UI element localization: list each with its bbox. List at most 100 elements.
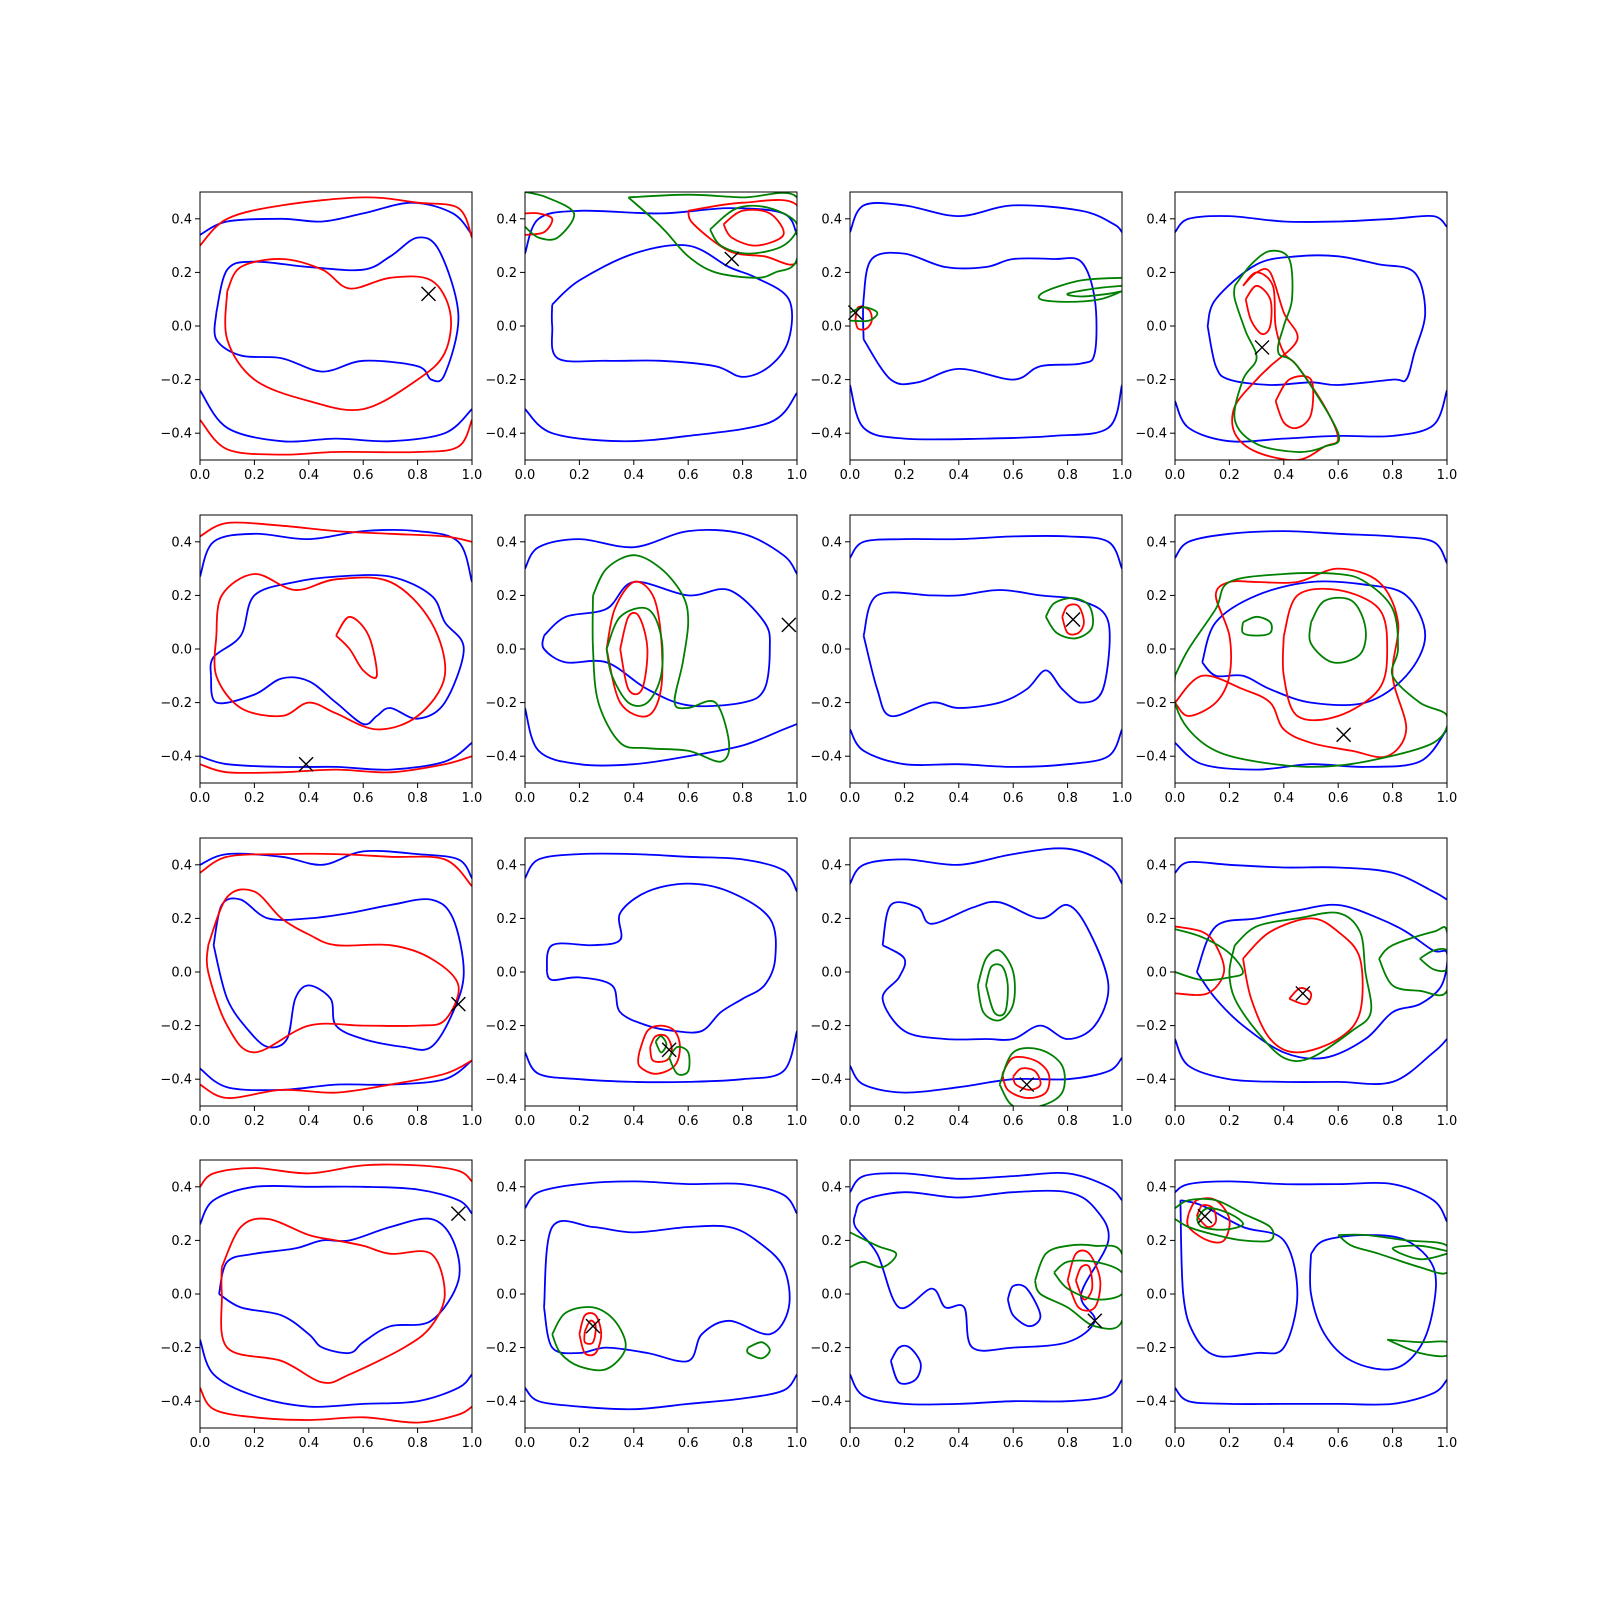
outer-contour xyxy=(850,202,1122,233)
y-tick-label: 0.0 xyxy=(171,320,192,335)
x-tick-label: 0.4 xyxy=(1273,1114,1294,1129)
x-tick-label: 0.2 xyxy=(569,468,590,483)
x-tick-label: 0.6 xyxy=(1003,468,1024,483)
x-marker xyxy=(450,1206,466,1222)
x-tick-label: 0.8 xyxy=(1382,468,1403,483)
x-tick-label: 0.0 xyxy=(515,468,536,483)
outer-contour xyxy=(1179,1199,1299,1358)
inner-contour xyxy=(200,1163,472,1188)
outer-contour xyxy=(1309,1234,1437,1371)
y-tick-label: 0.0 xyxy=(496,320,517,335)
inner-contour xyxy=(200,196,472,247)
y-tick-label: −0.2 xyxy=(485,373,517,388)
y-tick-label: −0.2 xyxy=(810,1019,842,1034)
x-tick-label: 0.6 xyxy=(678,468,699,483)
x-tick-label: 0.2 xyxy=(894,468,915,483)
extra-contour xyxy=(1419,947,1447,973)
outer-contour xyxy=(889,1344,922,1385)
subplot-2: 0.0 0.2 0.4 0.6 0.8 1.0 −0.4 −0.2 0.0 0.2 0.4 xyxy=(485,191,807,483)
axes-frame xyxy=(1174,191,1448,461)
x-tick-label: 0.6 xyxy=(678,1114,699,1129)
y-tick-label: −0.2 xyxy=(160,1341,192,1356)
axes-frame xyxy=(199,1159,473,1429)
extra-contour xyxy=(1195,1207,1244,1231)
x-tick-label: 0.8 xyxy=(1057,468,1078,483)
axes-frame xyxy=(199,514,473,784)
outer-contour xyxy=(1201,580,1427,707)
contour-lines xyxy=(850,1172,1122,1406)
extra-contour xyxy=(1228,911,1373,1062)
y-tick-label: 0.0 xyxy=(1146,320,1167,335)
x-tick-label: 1.0 xyxy=(1112,1114,1133,1129)
y-tick-label: −0.2 xyxy=(485,1341,517,1356)
x-tick-label: 0.0 xyxy=(515,1436,536,1451)
inner-contour xyxy=(220,1217,446,1384)
outer-contour xyxy=(212,897,465,1051)
extra-contour xyxy=(668,1045,691,1076)
outer-contour xyxy=(543,1219,791,1363)
y-tick-label: 0.2 xyxy=(496,912,517,927)
y-tick-label: 0.2 xyxy=(821,912,842,927)
x-tick-label: 0.6 xyxy=(353,791,374,806)
inner-contour xyxy=(1195,1204,1217,1229)
y-tick-label: 0.2 xyxy=(821,1234,842,1249)
x-tick-label: 0.0 xyxy=(515,1114,536,1129)
outer-contour xyxy=(525,707,797,767)
y-tick-label: 0.4 xyxy=(496,535,517,550)
outer-contour xyxy=(1175,1180,1447,1223)
x-tick-label: 0.6 xyxy=(1328,791,1349,806)
outer-contour xyxy=(545,882,777,1034)
outer-contour xyxy=(525,852,797,893)
subplot-9: 0.0 0.2 0.4 0.6 0.8 1.0 −0.4 −0.2 0.0 0.2 0.4 xyxy=(160,837,482,1129)
extra-contour xyxy=(985,963,1009,1017)
x-tick-label: 0.2 xyxy=(569,1114,590,1129)
x-tick-label: 0.2 xyxy=(569,791,590,806)
x-tick-label: 0.0 xyxy=(840,468,861,483)
outer-contour xyxy=(1175,389,1447,443)
x-marker xyxy=(724,251,740,267)
subplot-16: 0.0 0.2 0.4 0.6 0.8 1.0 −0.4 −0.2 0.0 0.2 0.4 xyxy=(1135,1159,1457,1451)
y-tick-label: 0.4 xyxy=(496,858,517,873)
inner-contour xyxy=(578,1312,603,1357)
inner-contour xyxy=(583,1319,597,1345)
y-tick-label: −0.2 xyxy=(160,373,192,388)
y-tick-label: 0.4 xyxy=(821,858,842,873)
axes-frame xyxy=(524,191,798,461)
inner-contour xyxy=(1061,603,1085,636)
inner-contour xyxy=(1175,925,1226,996)
outer-contour xyxy=(200,849,472,879)
extra-contour xyxy=(627,192,797,279)
inner-contour xyxy=(1012,1067,1042,1091)
contour-lines xyxy=(1175,214,1447,460)
y-tick-label: 0.2 xyxy=(1146,1234,1167,1249)
x-tick-label: 0.6 xyxy=(353,1436,374,1451)
extra-contour xyxy=(1175,928,1244,982)
y-tick-label: −0.4 xyxy=(1135,750,1167,765)
x-tick-label: 0.4 xyxy=(1273,468,1294,483)
x-tick-label: 0.0 xyxy=(840,1436,861,1451)
y-tick-label: −0.4 xyxy=(485,750,517,765)
outer-contour xyxy=(850,728,1122,768)
x-tick-label: 0.6 xyxy=(1003,791,1024,806)
x-marker xyxy=(661,1042,677,1058)
subplot-11: 0.0 0.2 0.4 0.6 0.8 1.0 −0.4 −0.2 0.0 0.2 0.4 xyxy=(810,837,1133,1129)
axes-frame xyxy=(524,1159,798,1429)
outer-contour xyxy=(218,1217,461,1355)
y-tick-label: −0.2 xyxy=(810,1341,842,1356)
outer-contour xyxy=(200,1184,472,1225)
inner-contour xyxy=(854,305,873,331)
y-tick-label: 0.0 xyxy=(1146,643,1167,658)
y-tick-label: −0.2 xyxy=(160,1019,192,1034)
x-tick-label: 0.8 xyxy=(732,1436,753,1451)
inner-contour xyxy=(1231,267,1340,460)
x-tick-label: 1.0 xyxy=(1112,468,1133,483)
x-tick-label: 0.6 xyxy=(1003,1114,1024,1129)
x-tick-label: 0.2 xyxy=(1219,1436,1240,1451)
y-tick-label: −0.4 xyxy=(810,750,842,765)
y-tick-label: 0.4 xyxy=(496,212,517,227)
x-tick-label: 0.2 xyxy=(244,468,265,483)
x-tick-label: 0.0 xyxy=(190,468,211,483)
x-tick-label: 0.4 xyxy=(298,1436,319,1451)
inner-contour xyxy=(1242,917,1364,1054)
contour-lines xyxy=(200,196,472,456)
